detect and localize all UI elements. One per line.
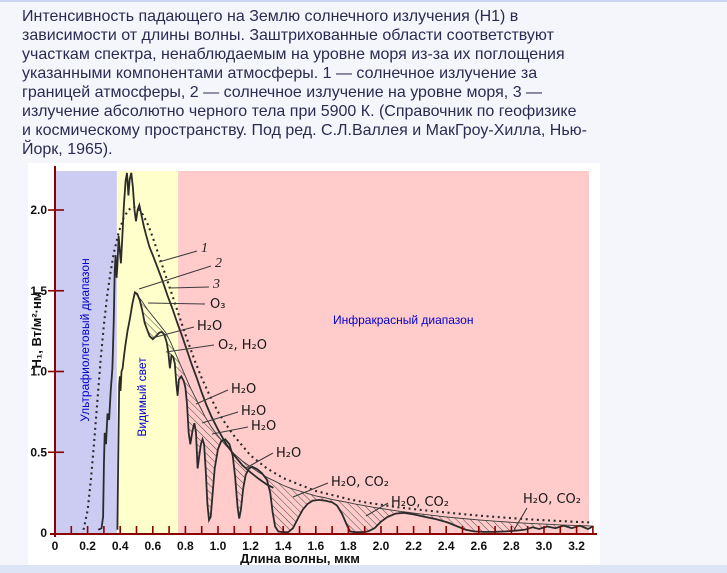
molecule-leader bbox=[245, 452, 274, 469]
molecule-label: O₃ bbox=[210, 297, 225, 312]
curve-2-sea-level bbox=[116, 290, 594, 534]
molecule-label: H₂O bbox=[276, 446, 301, 461]
curve-number-label: 3 bbox=[212, 277, 220, 292]
solar-spectrum-chart: 0 0.2 0.4 0.6 0.8 1.0 1.2 1.4 1.6 1.8 2.0 2.2 2.4 2.6… bbox=[29, 166, 597, 566]
molecule-label: H₂O bbox=[251, 419, 276, 434]
molecule-label: H₂O bbox=[231, 382, 256, 397]
x-tick-label: 3.2 bbox=[568, 539, 585, 553]
curve-number-leader bbox=[158, 250, 198, 263]
molecule-leader bbox=[147, 302, 206, 305]
caption-line: границей атмосферы, 2 — солнечное излуче… bbox=[22, 84, 543, 101]
molecule-label: O₂, H₂O bbox=[218, 338, 267, 353]
curve-1-extraterrestrial bbox=[97, 172, 274, 531]
caption-line: и космическому пространству. Под ред. С.… bbox=[22, 122, 588, 139]
curve-number-leader bbox=[168, 286, 210, 289]
x-tick-label: 0.8 bbox=[177, 539, 194, 553]
x-tick-label: 0.2 bbox=[79, 539, 96, 553]
caption-line: Интенсивность падающего на Землю солнечн… bbox=[22, 8, 519, 25]
caption-line: указанными компонентами атмосферы. 1 — с… bbox=[22, 65, 538, 82]
curves bbox=[82, 172, 594, 534]
molecule-leader bbox=[365, 502, 389, 517]
x-tick-label: 2.0 bbox=[373, 539, 390, 553]
ir-region-label: Инфракрасный диапазон bbox=[333, 313, 473, 327]
molecule-label: H₂O, CO₂ bbox=[331, 475, 389, 490]
caption-line: Йорк, 1965). bbox=[22, 141, 113, 158]
spectral-bands bbox=[56, 171, 589, 534]
caption-line: участкам спектра, ненаблюдаемым на уровн… bbox=[22, 46, 565, 63]
molecule-leader bbox=[151, 326, 195, 339]
x-tick-label: 1.2 bbox=[242, 539, 259, 553]
x-tick-label: 2.2 bbox=[405, 539, 422, 553]
molecule-leader bbox=[513, 507, 528, 531]
x-tick-label: 0 bbox=[52, 539, 59, 553]
molecule-leader bbox=[292, 482, 329, 498]
curve-number-leader bbox=[138, 265, 212, 290]
y-tick-label: 1.0 bbox=[30, 365, 47, 379]
molecule-label: H₂O, CO₂ bbox=[391, 495, 449, 510]
top-border bbox=[0, 0, 727, 2]
molecule-label: H₂O bbox=[241, 404, 266, 419]
molecule-leader bbox=[195, 389, 229, 405]
x-tick-label: 2.6 bbox=[470, 539, 487, 553]
y-tick-label: 2.0 bbox=[30, 203, 47, 217]
curve-number-label: 1 bbox=[201, 241, 208, 256]
x-tick-label: 1.6 bbox=[307, 539, 324, 553]
x-tick-label: 0.6 bbox=[144, 539, 161, 553]
y-axis-title: H₁, Вт/м²·нм bbox=[29, 292, 44, 369]
molecule-label: H₂O bbox=[197, 319, 222, 334]
uv-band bbox=[56, 171, 117, 534]
caption-line: зависимости от длины волны. Заштрихованн… bbox=[22, 27, 554, 44]
axes: 0 0.2 0.4 0.6 0.8 1.0 1.2 1.4 1.6 1.8 2.0 2.2 2.4 2.6… bbox=[30, 166, 597, 553]
molecule-leader bbox=[201, 411, 239, 424]
x-tick-label: 3.0 bbox=[536, 539, 553, 553]
y-tick-label: 0 bbox=[40, 526, 47, 540]
figure-caption: Интенсивность падающего на Землю солнечн… bbox=[22, 7, 722, 159]
footer-bar bbox=[0, 565, 727, 573]
uv-region-label: Ультрафиолетовый диапазон bbox=[78, 258, 92, 421]
x-tick-label: 0.4 bbox=[112, 539, 129, 553]
molecule-leader bbox=[211, 426, 249, 435]
x-tick-label: 1.8 bbox=[340, 539, 357, 553]
x-tick-label: 2.4 bbox=[438, 539, 455, 553]
molecule-leader bbox=[165, 344, 215, 353]
visible-region-label: Видимый свет bbox=[135, 357, 149, 437]
caption-line: излучение абсолютно черного тела при 590… bbox=[22, 103, 577, 120]
x-tick-label: 1.4 bbox=[275, 539, 292, 553]
x-axis-title: Длина волны, мкм bbox=[240, 551, 360, 566]
y-tick-label: 1.5 bbox=[30, 284, 47, 298]
x-tick-label: 2.8 bbox=[503, 539, 520, 553]
x-tick-label: 1.0 bbox=[210, 539, 227, 553]
y-tick-label: 0.5 bbox=[30, 445, 47, 459]
curve-number-label: 2 bbox=[215, 256, 222, 271]
molecule-label: H₂O, CO₂ bbox=[523, 492, 581, 507]
